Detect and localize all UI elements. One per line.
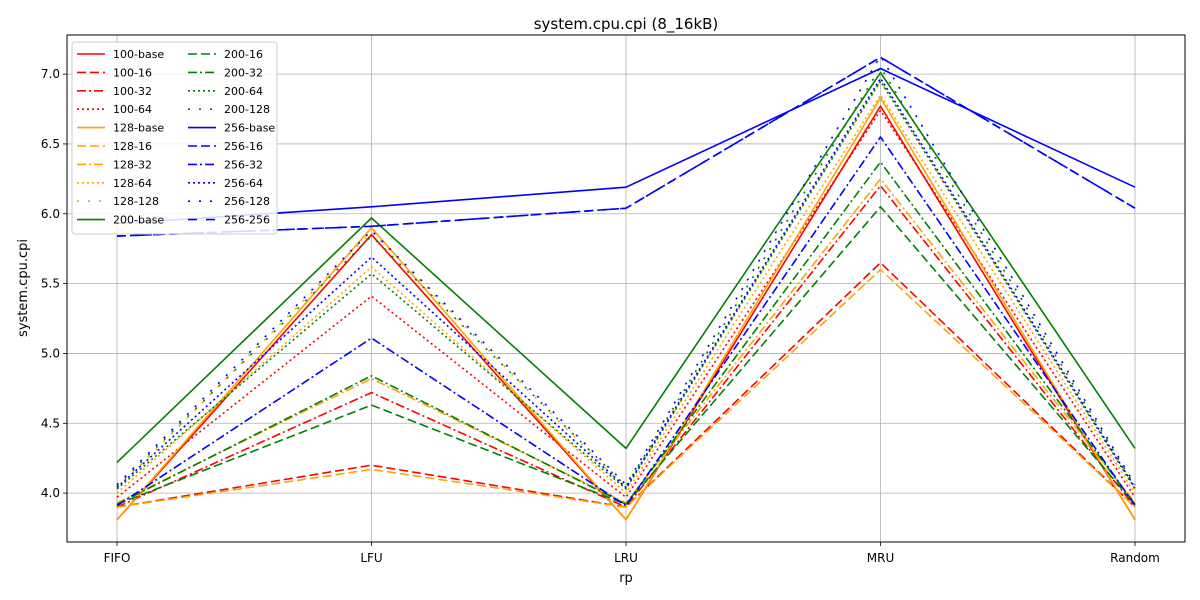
legend-label-100-16: 100-16 (113, 66, 152, 79)
series-line-200-32 (116, 161, 1136, 506)
series-line-200-64 (116, 80, 1136, 490)
y-tick-label: 6.5 (41, 137, 60, 151)
series-line-128-128 (116, 80, 1136, 490)
legend-box (71, 41, 278, 235)
y-tick-label: 4.0 (41, 486, 60, 500)
series-line-128-16 (116, 268, 1136, 508)
legend-label-128-16: 128-16 (113, 140, 152, 153)
legend-label-256-base: 256-base (224, 122, 275, 135)
x-tick-label: FIFO (104, 551, 131, 565)
series-line-256-64 (116, 77, 1136, 489)
legend-label-200-128: 200-128 (224, 103, 270, 116)
x-axis-label: rp (619, 571, 633, 586)
legend-label-256-32: 256-32 (224, 158, 263, 171)
legend-label-256-16: 256-16 (224, 140, 263, 153)
legend-label-100-32: 100-32 (113, 85, 152, 98)
x-tick-label: LRU (614, 551, 638, 565)
y-axis-ticks: 4.0 4.5 5.0 5.5 6.0 6.5 7.0 (41, 67, 67, 500)
series-line-200-base (116, 71, 1136, 463)
legend-label-100-64: 100-64 (113, 103, 152, 116)
legend-label-200-16: 200-16 (224, 48, 263, 61)
legend-label-200-base: 200-base (113, 214, 164, 227)
legend: 100-base 100-16 100-32 100-64 128-base 128-16… (71, 41, 278, 235)
legend-label-200-32: 200-32 (224, 66, 263, 79)
legend-label-128-64: 128-64 (113, 177, 152, 190)
x-tick-label: MRU (867, 551, 894, 565)
legend-label-200-64: 200-64 (224, 85, 263, 98)
x-tick-label: LFU (360, 551, 382, 565)
series-lines (116, 55, 1136, 521)
legend-label-256-64: 256-64 (224, 177, 263, 190)
grid (67, 35, 1185, 542)
series-line-128-32 (116, 178, 1136, 504)
legend-label-100-base: 100-base (113, 48, 164, 61)
legend-label-256-128: 256-128 (224, 195, 270, 208)
legend-label-128-32: 128-32 (113, 158, 152, 171)
series-line-200-16 (116, 206, 1136, 506)
y-tick-label: 6.0 (41, 207, 60, 221)
series-line-128-64 (116, 94, 1136, 494)
y-axis-label: system.cpu.cpi (16, 239, 31, 337)
legend-label-256-256: 256-256 (224, 214, 270, 227)
x-tick-label: Random (1110, 551, 1160, 565)
chart-title: system.cpu.cpi (8_16kB) (534, 15, 719, 34)
y-tick-label: 5.5 (41, 277, 60, 291)
series-line-256-256 (116, 56, 1136, 237)
y-tick-label: 4.5 (41, 416, 60, 430)
y-tick-label: 5.0 (41, 346, 60, 360)
x-axis-ticks: FIFO LFU LRU MRU Random (104, 542, 1160, 565)
y-tick-label: 7.0 (41, 67, 60, 81)
series-line-128-base (116, 97, 1136, 521)
legend-label-128-base: 128-base (113, 122, 164, 135)
legend-label-128-128: 128-128 (113, 195, 159, 208)
